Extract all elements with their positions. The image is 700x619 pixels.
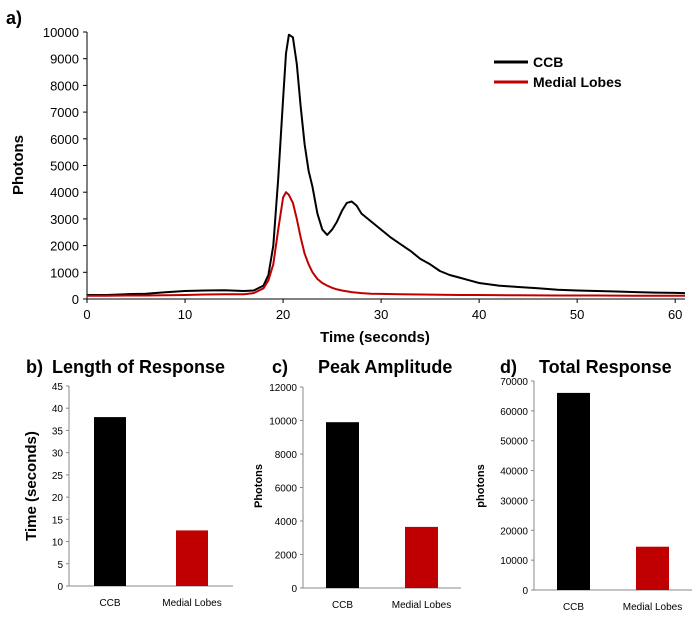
panel-a-y-tick-label: 2000 <box>50 239 79 254</box>
panel-b-y-tick-label: 15 <box>52 515 64 526</box>
legend-medial-lobes-label: Medial Lobes <box>533 74 622 90</box>
legend-ccb-label: CCB <box>533 54 563 70</box>
bar-ccb <box>557 392 590 590</box>
panel-a-x-tick-label: 10 <box>178 307 192 322</box>
panel-a-y-tick-label: 0 <box>72 292 79 307</box>
panel-a-y-tick-label: 4000 <box>50 185 79 200</box>
panel-c-x-labels: CCB Medial Lobes <box>332 600 451 611</box>
panel-d-x-label-ccb: CCB <box>563 602 584 613</box>
panel-d-y-tick-label: 50000 <box>500 437 528 448</box>
bar-medial-lobes <box>405 526 438 588</box>
panel-a-series <box>87 33 686 297</box>
panel-b-label: b) <box>26 357 43 377</box>
bar-medial-lobes <box>176 530 208 586</box>
panel-d-y-axis-title: photons <box>475 464 487 507</box>
panel-d-bar-chart: d) Total Response photons 0 10000 20000 300… <box>475 357 692 613</box>
panel-b-y-tick-label: 0 <box>57 582 63 593</box>
panel-c-y-tick-label: 8000 <box>275 450 298 461</box>
panel-c-bar-chart: c) Peak Amplitude Photons 0 2000 4000 6000 8… <box>253 357 461 611</box>
panel-b-bars <box>94 417 208 586</box>
panel-a-legend: CCB Medial Lobes <box>494 54 622 90</box>
panel-a-y-tick-label: 8000 <box>50 78 79 93</box>
panel-d-y-tick-label: 10000 <box>500 556 528 567</box>
panel-c-y-tick-label: 0 <box>291 584 297 595</box>
panel-a-x-axis-title: Time (seconds) <box>320 329 430 346</box>
panel-c-y-ticks: 0 2000 4000 6000 8000 10000 12000 <box>269 383 303 595</box>
panel-d-y-tick-label: 70000 <box>500 377 528 388</box>
panel-c-y-tick-label: 10000 <box>269 417 297 428</box>
bar-ccb <box>326 422 359 588</box>
panel-b-x-labels: CCB Medial Lobes <box>99 598 221 609</box>
panel-c-label: c) <box>272 357 288 377</box>
series-line-medial-lobes <box>87 191 685 297</box>
panel-a-x-tick-label: 60 <box>668 307 682 322</box>
panel-a-y-tick-label: 5000 <box>50 159 79 174</box>
panel-a-line-chart: a) Photons Time (seconds) 0 1000 2000 3000 4… <box>6 8 686 346</box>
panel-b-y-tick-label: 5 <box>57 560 63 571</box>
panel-b-title: Length of Response <box>52 357 225 377</box>
panel-b-x-label-medial-lobes: Medial Lobes <box>162 598 221 609</box>
series-line-ccb <box>87 33 686 296</box>
panel-a-x-ticks: 0 10 20 30 40 50 60 <box>83 299 682 322</box>
panel-a-y-ticks: 0 1000 2000 3000 4000 5000 6000 7000 8000 9000 100… <box>43 25 87 307</box>
panel-a-y-axis-title: Photons <box>10 135 27 195</box>
panel-d-y-ticks: 0 10000 20000 30000 40000 50000 60000 70000 <box>500 377 534 597</box>
panel-b-y-tick-label: 45 <box>52 382 64 393</box>
panel-d-y-tick-label: 20000 <box>500 526 528 537</box>
panel-a-x-tick-label: 20 <box>276 307 290 322</box>
panel-c-bars <box>326 422 438 588</box>
bar-ccb <box>94 417 126 586</box>
panel-c-y-tick-label: 4000 <box>275 517 298 528</box>
panel-d-title: Total Response <box>539 357 672 377</box>
panel-d-y-tick-label: 0 <box>522 586 528 597</box>
panel-d-x-labels: CCB Medial Lobes <box>563 602 682 613</box>
panel-c-y-tick-label: 12000 <box>269 383 297 394</box>
panel-a-y-tick-label: 7000 <box>50 105 79 120</box>
panel-b-y-tick-label: 35 <box>52 426 64 437</box>
panel-a-x-tick-label: 40 <box>472 307 486 322</box>
panel-a-label: a) <box>6 8 22 28</box>
panel-c-x-label-ccb: CCB <box>332 600 353 611</box>
panel-b-y-tick-label: 25 <box>52 471 64 482</box>
panel-a-y-tick-label: 1000 <box>50 265 79 280</box>
panel-a-x-tick-label: 50 <box>570 307 584 322</box>
panel-c-y-axis-title: Photons <box>253 464 265 508</box>
panel-b-bar-chart: b) Length of Response Time (seconds) 0 5 1… <box>23 357 233 609</box>
panel-a-y-tick-label: 3000 <box>50 212 79 227</box>
panel-d-label: d) <box>500 357 517 377</box>
panel-d-y-tick-label: 60000 <box>500 407 528 418</box>
panel-d-bars <box>557 392 669 590</box>
panel-a-y-tick-label: 6000 <box>50 132 79 147</box>
panel-c-x-label-medial-lobes: Medial Lobes <box>392 600 451 611</box>
panel-a-y-tick-label: 10000 <box>43 25 79 40</box>
panel-b-y-tick-label: 20 <box>52 493 64 504</box>
panel-a-y-tick-label: 9000 <box>50 52 79 67</box>
panel-c-y-tick-label: 6000 <box>275 484 298 495</box>
panel-d-x-label-medial-lobes: Medial Lobes <box>623 602 682 613</box>
panel-a-x-tick-label: 0 <box>83 307 90 322</box>
panel-b-y-axis-title: Time (seconds) <box>23 431 40 541</box>
panel-a-x-tick-label: 30 <box>374 307 388 322</box>
panel-c-y-tick-label: 2000 <box>275 551 298 562</box>
panel-b-x-label-ccb: CCB <box>99 598 120 609</box>
panel-d-y-tick-label: 30000 <box>500 496 528 507</box>
panel-b-y-ticks: 0 5 10 15 20 25 30 35 40 45 <box>52 382 69 593</box>
panel-d-y-tick-label: 40000 <box>500 467 528 478</box>
bar-medial-lobes <box>636 546 669 590</box>
panel-b-y-tick-label: 10 <box>52 538 64 549</box>
panel-b-y-tick-label: 40 <box>52 404 64 415</box>
panel-c-title: Peak Amplitude <box>318 357 452 377</box>
panel-b-y-tick-label: 30 <box>52 449 64 460</box>
